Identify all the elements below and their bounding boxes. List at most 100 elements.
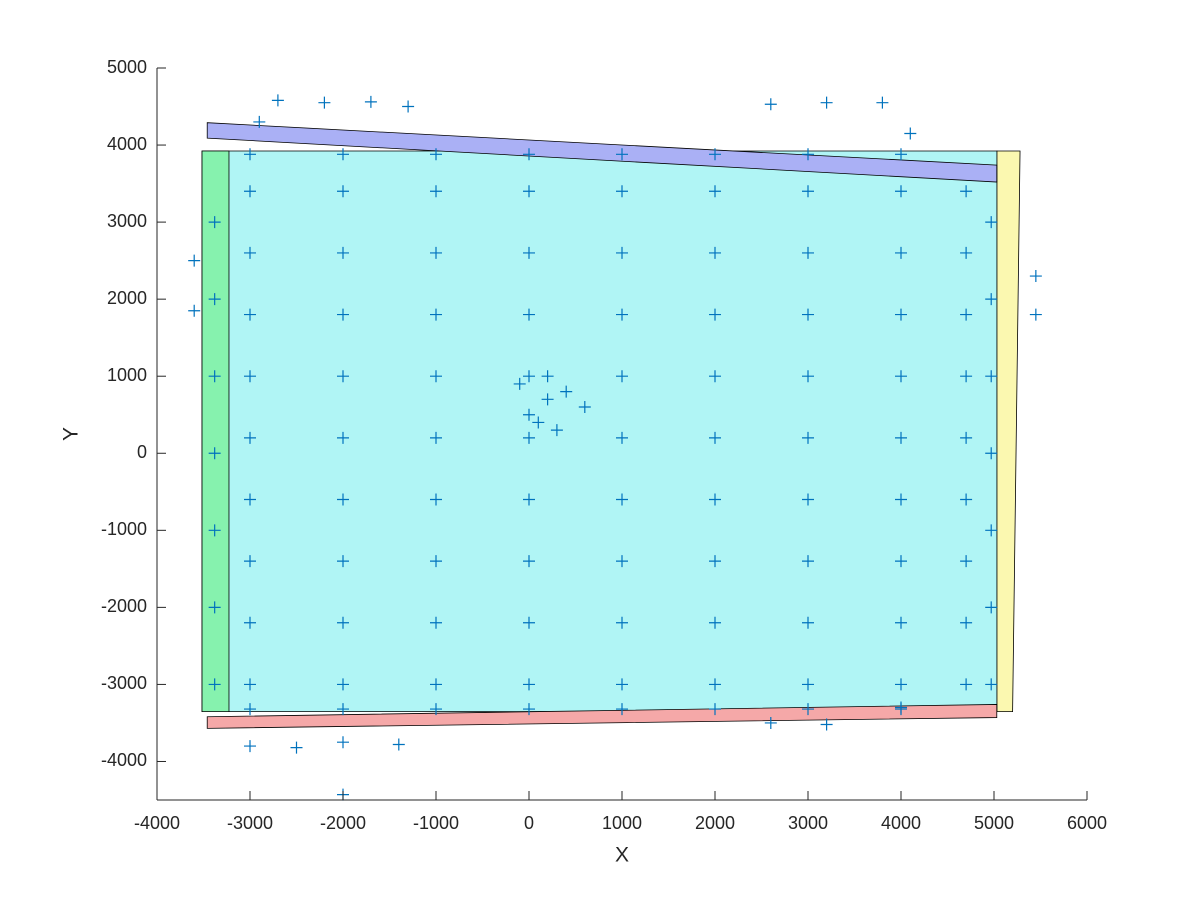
y-tick-label: 1000: [107, 365, 147, 385]
y-tick-label: 3000: [107, 211, 147, 231]
point-marker: [709, 431, 721, 444]
point-marker: [208, 447, 221, 460]
point-marker: [523, 678, 535, 691]
point-marker: [430, 678, 442, 691]
x-tick-label: 1000: [602, 813, 642, 833]
x-tick-label: -2000: [320, 813, 366, 833]
point-marker: [802, 678, 814, 691]
point-marker: [960, 246, 973, 259]
point-marker: [337, 246, 349, 259]
point-marker: [802, 185, 814, 198]
point-marker: [960, 616, 973, 629]
point-marker: [244, 678, 256, 691]
point-marker: [532, 416, 545, 429]
point-marker: [550, 424, 563, 437]
point-marker: [523, 246, 535, 259]
point-marker: [244, 370, 256, 383]
point-marker: [523, 616, 535, 629]
point-marker: [960, 431, 973, 444]
point-marker: [318, 96, 331, 109]
point-marker: [337, 308, 349, 321]
point-marker: [616, 308, 628, 321]
region: [206, 704, 998, 729]
point-marker: [560, 385, 573, 398]
point-marker: [541, 370, 554, 383]
point-marker: [430, 370, 442, 383]
point-marker: [337, 555, 349, 568]
y-tick-label: 4000: [107, 134, 147, 154]
point-marker: [244, 616, 256, 629]
point-marker: [290, 741, 303, 754]
y-tick-label: 5000: [107, 57, 147, 77]
point-marker: [244, 431, 256, 444]
point-marker: [271, 94, 284, 107]
y-tick-label: -4000: [101, 750, 147, 770]
point-marker: [430, 431, 442, 444]
y-tick-label: 0: [137, 442, 147, 462]
point-marker: [985, 524, 998, 537]
region: [996, 150, 1021, 713]
point-marker: [802, 493, 814, 506]
point-marker: [208, 678, 221, 691]
point-marker: [709, 148, 721, 161]
point-marker: [392, 738, 405, 751]
point-marker: [709, 555, 721, 568]
point-marker: [244, 148, 256, 161]
point-marker: [895, 246, 907, 259]
point-marker: [764, 98, 777, 111]
point-marker: [402, 100, 415, 113]
point-marker: [337, 678, 349, 691]
point-marker: [895, 308, 907, 321]
point-marker: [430, 616, 442, 629]
region: [201, 150, 230, 713]
point-marker: [430, 246, 442, 259]
point-marker: [895, 148, 907, 161]
point-marker: [208, 370, 221, 383]
point-marker: [523, 308, 535, 321]
point-marker: [244, 308, 256, 321]
point-marker: [337, 736, 349, 749]
point-marker: [985, 216, 998, 229]
point-marker: [513, 377, 526, 390]
y-axis-label: Y: [60, 427, 83, 441]
point-marker: [364, 95, 377, 108]
point-marker: [616, 703, 628, 716]
point-marker: [616, 493, 628, 506]
point-marker: [523, 408, 535, 421]
point-marker: [895, 431, 907, 444]
point-marker: [244, 493, 256, 506]
point-marker: [709, 678, 721, 691]
point-marker: [960, 493, 973, 506]
point-marker: [616, 246, 628, 259]
point-marker: [802, 308, 814, 321]
x-tick-label: 0: [524, 813, 534, 833]
point-marker: [904, 127, 917, 140]
point-marker: [523, 370, 535, 383]
region: [206, 122, 998, 183]
point-marker: [616, 678, 628, 691]
point-marker: [802, 431, 814, 444]
point-marker: [337, 703, 349, 716]
x-tick-label: -1000: [413, 813, 459, 833]
point-marker: [616, 185, 628, 198]
point-marker: [523, 493, 535, 506]
point-marker: [985, 293, 998, 306]
point-marker: [208, 216, 221, 229]
point-marker: [895, 370, 907, 383]
point-marker: [616, 148, 628, 161]
point-marker: [430, 555, 442, 568]
x-tick-label: 2000: [695, 813, 735, 833]
point-marker: [337, 370, 349, 383]
point-marker: [244, 555, 256, 568]
point-marker: [709, 616, 721, 629]
point-marker: [337, 431, 349, 444]
point-marker: [337, 616, 349, 629]
point-marker: [709, 246, 721, 259]
point-marker: [709, 308, 721, 321]
point-marker: [876, 96, 889, 109]
point-marker: [244, 703, 256, 716]
point-marker: [895, 678, 907, 691]
x-tick-label: 6000: [1067, 813, 1107, 833]
